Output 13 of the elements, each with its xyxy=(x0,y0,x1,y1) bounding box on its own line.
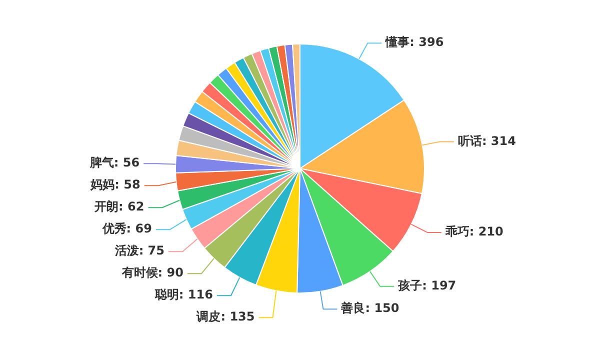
slice-label: 活泼: 75 xyxy=(114,244,165,258)
slice-label: 有时候: 90 xyxy=(120,266,184,280)
slice-label: 开朗: 62 xyxy=(94,200,144,214)
slice-label: 妈妈: 58 xyxy=(90,178,140,192)
slice-label: 优秀: 69 xyxy=(101,222,152,236)
slice-label: 乖巧: 210 xyxy=(444,224,504,239)
slice-label: 调皮: 135 xyxy=(196,310,255,324)
slice-label: 听话: 314 xyxy=(458,134,516,148)
slice-label: 孩子: 197 xyxy=(397,278,456,292)
slice-label: 懂事: 396 xyxy=(384,35,444,50)
slice-label: 善良: 150 xyxy=(340,301,400,316)
slice-label: 聪明: 116 xyxy=(154,288,213,302)
slice-label: 脾气: 56 xyxy=(88,156,140,170)
